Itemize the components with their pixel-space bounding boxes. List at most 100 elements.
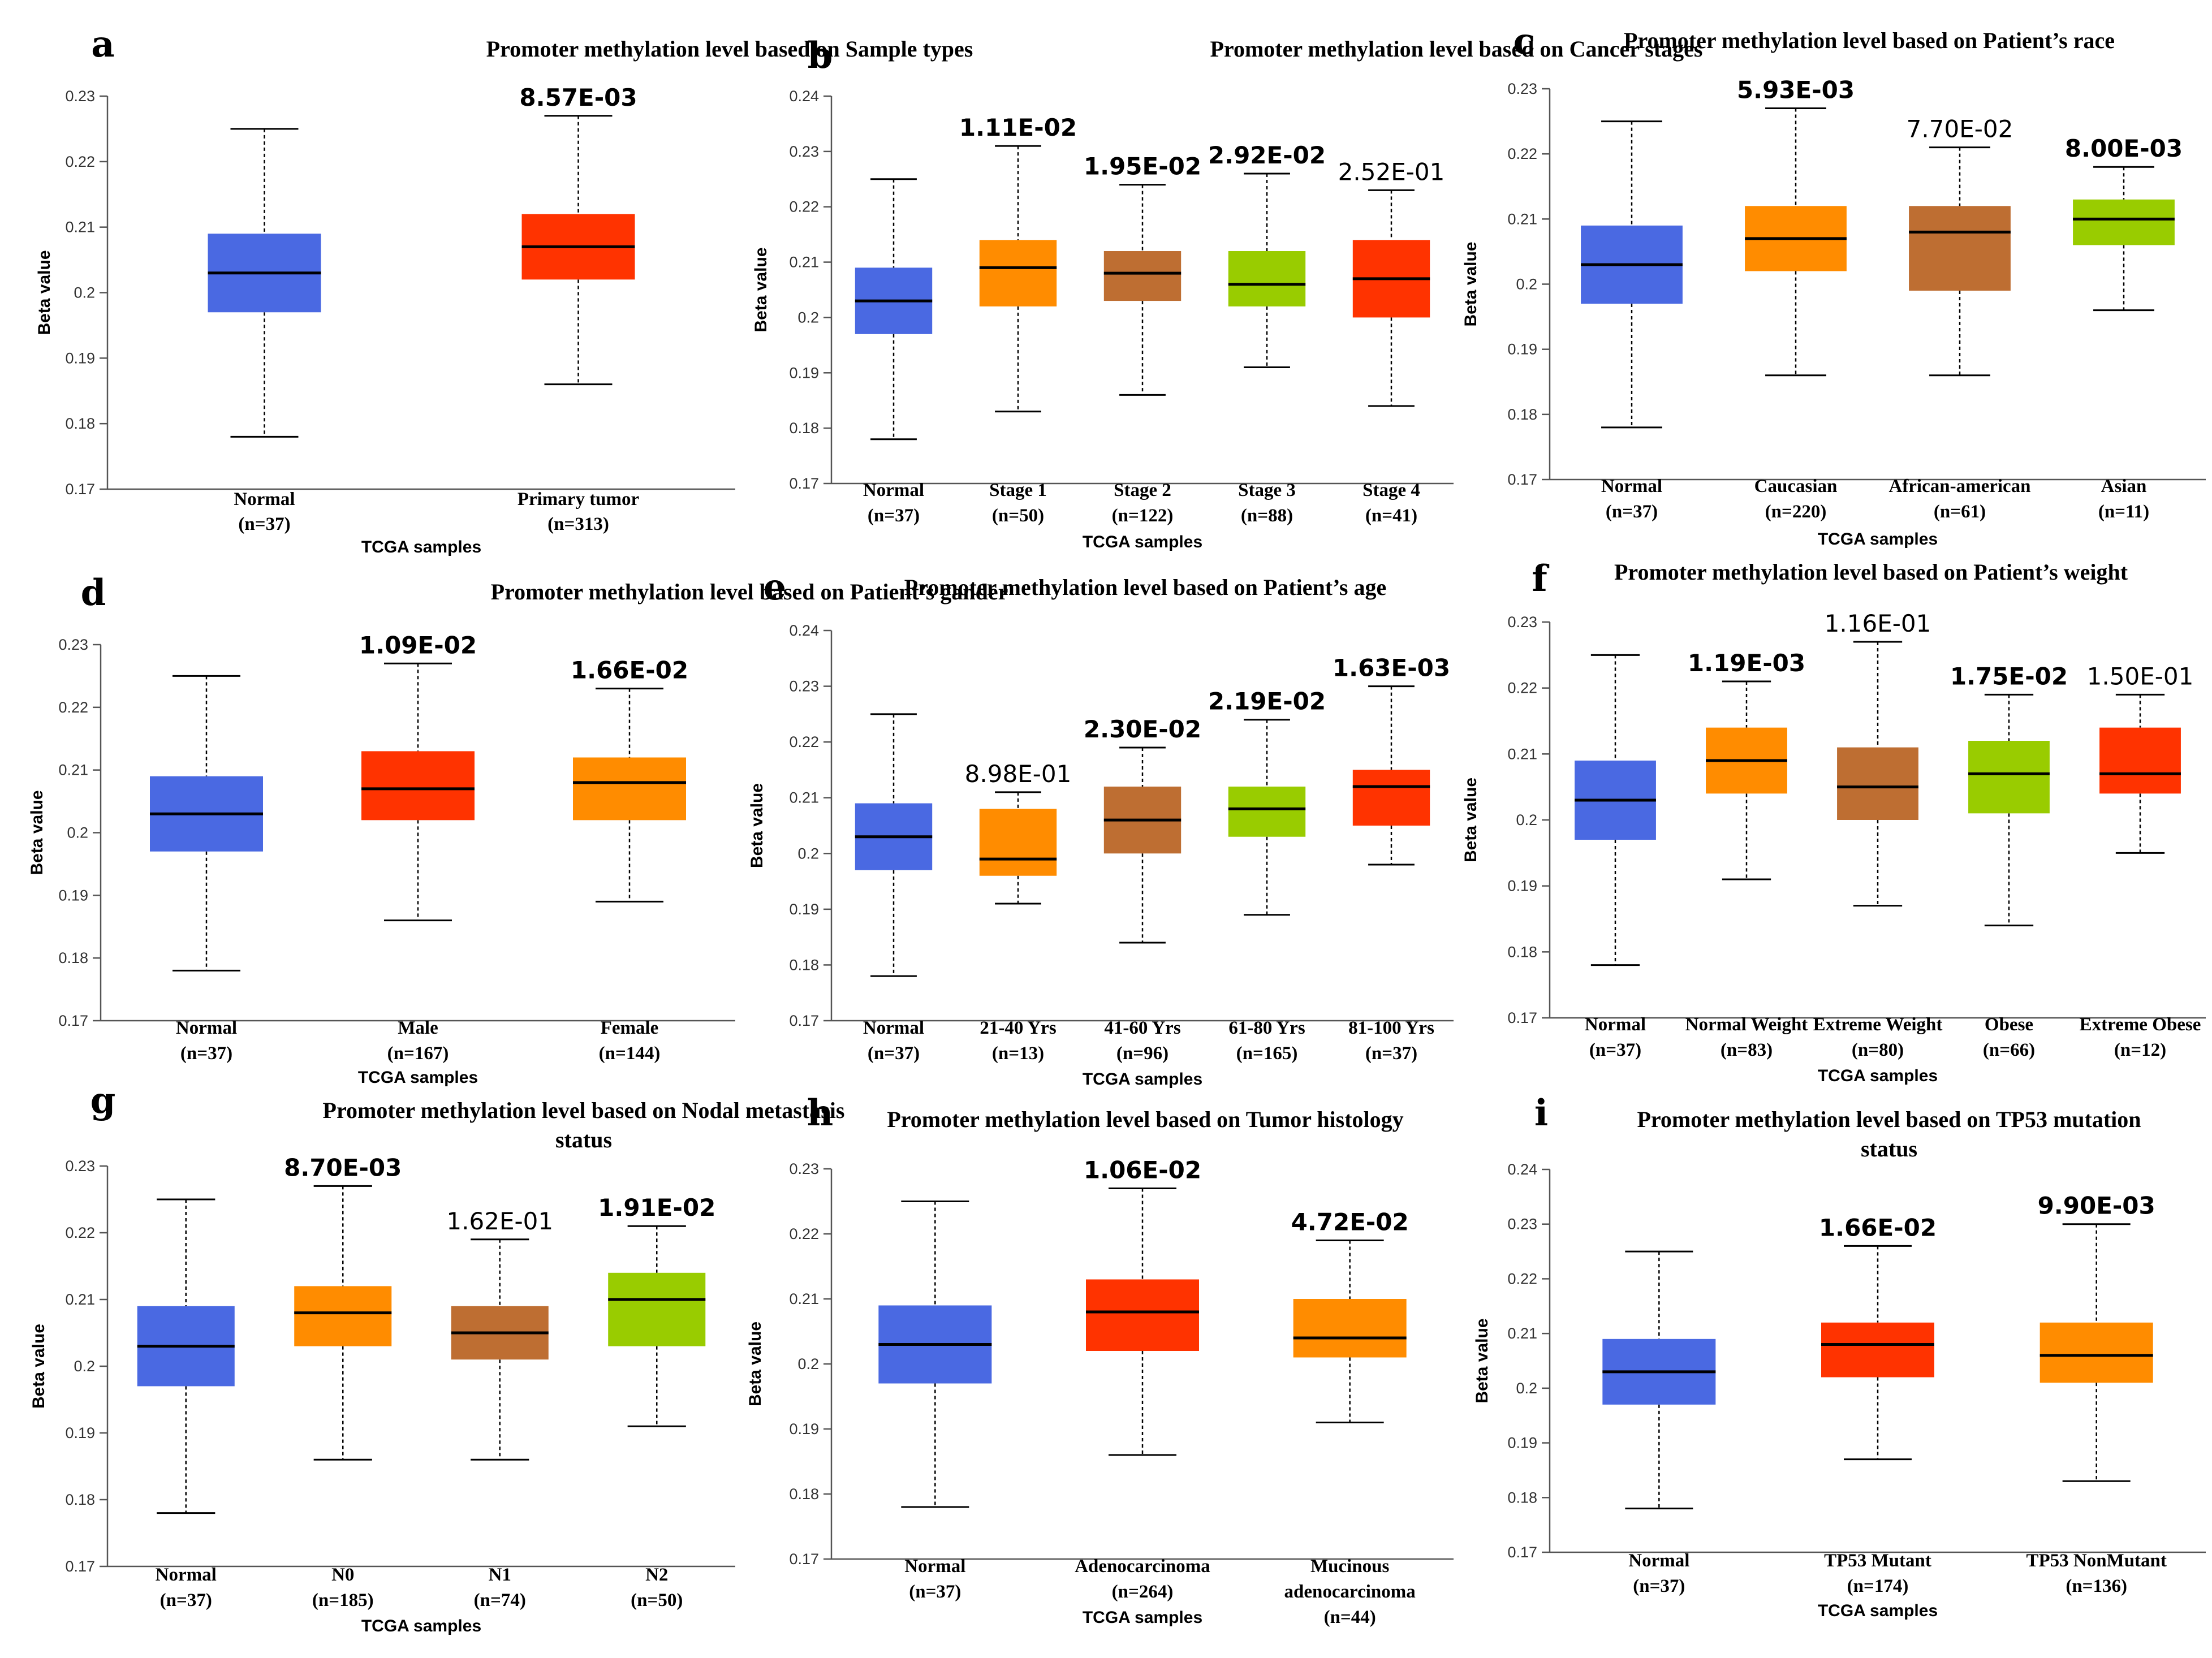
category-label: (n=37) — [1365, 1043, 1417, 1064]
box-group: 2.92E-02 Stage 3 (n=88) — [1208, 141, 1326, 526]
panel-letter: h — [807, 1092, 834, 1134]
box-group: Normal (n=37) — [855, 178, 933, 526]
y-tick-label: 0.18 — [789, 420, 819, 437]
y-tick-label: 0.23 — [1507, 80, 1537, 97]
box-group: 9.90E-03 TP53 NonMutant (n=136) — [2026, 1192, 2166, 1596]
chart-title: Promoter methylation level based on Pati… — [491, 579, 1008, 605]
category-label: Stage 3 — [1238, 480, 1296, 500]
category-label: (n=174) — [1847, 1576, 1909, 1596]
panel-d: d Promoter methylation level based on Pat… — [28, 572, 1008, 1087]
y-tick-label: 0.19 — [58, 887, 88, 904]
box-group: 1.16E-01 Extreme Weight (n=80) — [1813, 610, 1943, 1060]
box-group: 1.50E-01 Extreme Obese (n=12) — [2080, 662, 2201, 1060]
box-group: Normal (n=37) — [150, 675, 263, 1064]
category-label: (n=66) — [1983, 1040, 2035, 1060]
y-tick-label: 0.22 — [1507, 145, 1537, 162]
category-label: Caucasian — [1754, 476, 1838, 496]
p-value-label: 1.75E-02 — [1950, 662, 2068, 690]
y-tick-label: 0.19 — [1507, 878, 1537, 895]
category-label: Normal — [863, 1018, 924, 1038]
category-label: (n=13) — [992, 1043, 1044, 1064]
box-iqr — [294, 1286, 392, 1346]
chart-title: Promoter methylation level based on Noda… — [323, 1098, 845, 1123]
category-label: N0 — [331, 1565, 354, 1585]
p-value-label: 1.91E-02 — [598, 1194, 715, 1221]
y-tick-label: 0.24 — [789, 622, 819, 639]
y-tick-label: 0.21 — [65, 1291, 95, 1308]
category-label: (n=37) — [238, 514, 290, 534]
y-tick-label: 0.21 — [1507, 210, 1537, 227]
p-value-label: 1.63E-03 — [1333, 654, 1450, 682]
y-axis-label: Beta value — [748, 783, 766, 868]
box-iqr — [2039, 1322, 2153, 1383]
category-label: (n=37) — [160, 1590, 212, 1610]
category-label: TP53 NonMutant — [2026, 1551, 2166, 1571]
y-tick-label: 0.2 — [797, 845, 819, 862]
y-axis-label: Beta value — [752, 247, 770, 332]
category-label: N1 — [489, 1565, 511, 1585]
x-axis-label: TCGA samples — [1818, 530, 1938, 549]
y-tick-label: 0.18 — [1507, 943, 1537, 960]
category-label: Normal — [1585, 1014, 1646, 1035]
panel-letter: i — [1534, 1092, 1548, 1134]
category-label: (n=37) — [868, 1043, 920, 1064]
category-label: (n=80) — [1852, 1040, 1904, 1060]
box-iqr — [1909, 206, 2011, 291]
category-label: Stage 1 — [989, 480, 1047, 500]
box-group: 1.19E-03 Normal Weight (n=83) — [1685, 649, 1808, 1060]
panel-g: g Promoter methylation level based on Nod… — [29, 1080, 844, 1635]
y-tick-label: 0.22 — [789, 1225, 819, 1242]
x-axis-label: TCGA samples — [358, 1068, 478, 1087]
box-group: Normal (n=37) — [1575, 654, 1656, 1060]
category-label: (n=41) — [1365, 506, 1417, 526]
y-tick-label: 0.2 — [1516, 276, 1537, 293]
category-label: 21-40 Yrs — [980, 1018, 1056, 1038]
y-tick-label: 0.2 — [797, 309, 819, 326]
y-tick-label: 0.19 — [789, 1420, 819, 1437]
y-tick-label: 0.2 — [1516, 811, 1537, 828]
category-label: Obese — [1985, 1014, 2033, 1035]
y-tick-label: 0.17 — [789, 1551, 819, 1568]
y-tick-label: 0.22 — [65, 1224, 95, 1241]
box-group: 2.30E-02 41-60 Yrs (n=96) — [1084, 715, 1201, 1064]
category-label: (n=37) — [868, 506, 920, 526]
box-group: 8.98E-01 21-40 Yrs (n=13) — [965, 760, 1072, 1064]
p-value-label: 2.30E-02 — [1084, 715, 1201, 743]
box-group: 1.75E-02 Obese (n=66) — [1950, 662, 2068, 1060]
category-label: Normal — [863, 480, 924, 500]
box-iqr — [573, 757, 686, 821]
y-axis-label: Beta value — [1461, 778, 1480, 862]
y-tick-label: 0.18 — [1507, 1489, 1537, 1506]
category-label: (n=122) — [1112, 506, 1174, 526]
y-tick-label: 0.23 — [789, 1160, 819, 1177]
y-tick-label: 0.22 — [65, 153, 95, 170]
p-value-label: 1.50E-01 — [2087, 662, 2194, 690]
panel-h: h Promoter methylation level based on Tum… — [746, 1092, 1454, 1627]
y-tick-label: 0.2 — [67, 824, 88, 841]
category-label: (n=50) — [992, 506, 1044, 526]
y-tick-label: 0.21 — [58, 762, 88, 779]
y-axis-label: Beta value — [746, 1322, 765, 1406]
p-value-label: 1.11E-02 — [959, 114, 1077, 141]
category-label: (n=220) — [1765, 502, 1827, 522]
category-label: Stage 2 — [1114, 480, 1171, 500]
category-label: Extreme Obese — [2080, 1014, 2201, 1035]
box-group: 8.00E-03 Asian (n=11) — [2065, 135, 2183, 522]
panel-letter: g — [90, 1080, 116, 1122]
y-tick-label: 0.22 — [789, 733, 819, 750]
box-group: 1.06E-02 Adenocarcinoma (n=264) — [1075, 1156, 1210, 1603]
y-axis-label: Beta value — [35, 250, 54, 335]
p-value-label: 1.62E-01 — [446, 1207, 553, 1235]
box-iqr — [608, 1272, 706, 1346]
category-label: (n=12) — [2114, 1040, 2166, 1060]
y-tick-label: 0.19 — [789, 364, 819, 381]
chart-title: Promoter methylation level based on Canc… — [1210, 36, 1703, 62]
y-tick-label: 0.18 — [58, 949, 88, 966]
p-value-label: 1.19E-03 — [1688, 649, 1805, 677]
category-label: Male — [398, 1018, 438, 1038]
y-tick-label: 0.21 — [789, 789, 819, 806]
category-label: (n=37) — [909, 1582, 961, 1602]
category-label: (n=83) — [1721, 1040, 1773, 1060]
p-value-label: 9.90E-03 — [2038, 1192, 2155, 1220]
